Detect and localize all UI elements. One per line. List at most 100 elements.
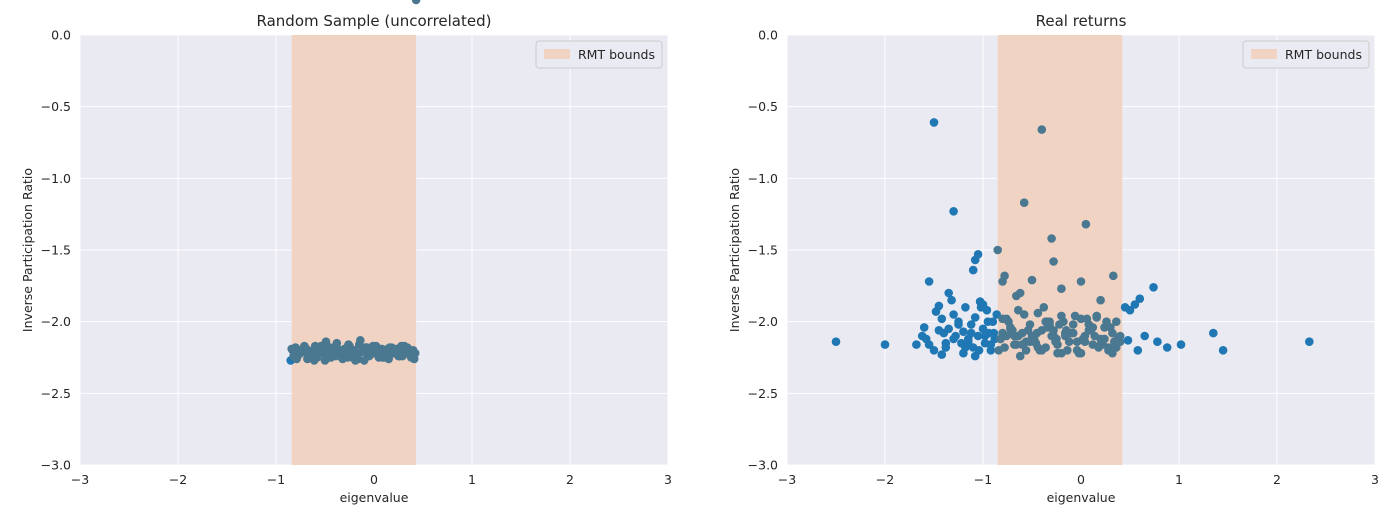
y-tick-label: −1.5	[748, 243, 778, 258]
scatter-point	[941, 343, 951, 352]
scatter-point	[1081, 219, 1091, 229]
scatter-point	[346, 344, 355, 354]
chart-title: Real returns	[1036, 12, 1127, 30]
scatter-point	[944, 288, 953, 298]
x-tick-label: −3	[778, 472, 796, 487]
right-scatter-plot: −3 −2 −1 0 1 2 3 0.0 −0.5 −1.0 −1.5 −2.0 −2.5 −3.0 R…	[727, 12, 1379, 505]
scatter-point	[1055, 320, 1064, 329]
x-tick-labels: −3 −2 −1 0 1 2 3	[778, 472, 1379, 487]
x-tick-label: −2	[876, 472, 894, 487]
scatter-point	[1076, 277, 1086, 286]
scatter-point	[1002, 314, 1011, 324]
scatter-point	[1006, 323, 1015, 332]
legend: RMT bounds	[535, 40, 663, 69]
scatter-point	[382, 347, 392, 357]
y-tick-label: −1.0	[41, 171, 71, 186]
scatter-point	[961, 303, 970, 312]
left-scatter-plot: −3 −2 −1 0 1 2 3 0.0 −0.5 −1.0 −1.5 −2.0 −2.5 −3.0 R…	[20, 0, 672, 505]
scatter-point	[1057, 284, 1066, 294]
scatter-point	[949, 207, 958, 216]
scatter-point	[919, 323, 929, 332]
scatter-point	[1149, 283, 1158, 292]
scatter-point	[989, 328, 999, 338]
scatter-point	[944, 324, 953, 334]
scatter-point	[1042, 317, 1051, 327]
scatter-point	[1027, 275, 1037, 285]
y-axis-label: Inverse Participation Ratio	[20, 168, 35, 332]
scatter-point	[966, 328, 976, 338]
y-tick-label: 0.0	[758, 28, 778, 43]
scatter-point	[1112, 317, 1121, 327]
scatter-point	[1052, 334, 1061, 344]
x-tick-label: −2	[169, 472, 187, 487]
y-tick-labels: 0.0 −0.5 −1.0 −1.5 −2.0 −2.5 −3.0	[41, 28, 71, 473]
scatter-point	[929, 346, 939, 355]
scatter-point	[1135, 294, 1145, 304]
scatter-point	[1123, 336, 1133, 345]
scatter-point	[966, 320, 976, 329]
scatter-point	[970, 351, 980, 361]
x-tick-label: 0	[370, 472, 378, 487]
y-axis-label: Inverse Participation Ratio	[727, 168, 742, 332]
scatter-point	[931, 307, 941, 316]
scatter-point	[998, 328, 1007, 338]
scatter-point	[961, 343, 970, 352]
scatter-point	[929, 118, 939, 127]
scatter-point	[1140, 331, 1149, 341]
rmt-band	[997, 35, 1123, 465]
scatter-point	[287, 344, 297, 354]
y-tick-label: −1.5	[41, 243, 71, 258]
scatter-point	[949, 310, 958, 319]
scatter-point	[1305, 337, 1314, 347]
scatter-point	[992, 310, 1001, 319]
y-tick-label: −2.0	[41, 314, 71, 329]
scatter-point	[1019, 310, 1029, 319]
scatter-point	[1109, 271, 1118, 281]
scatter-point	[1023, 326, 1033, 335]
scatter-point	[411, 0, 421, 5]
scatter-point	[1070, 311, 1080, 321]
scatter-point	[1037, 346, 1047, 355]
scatter-point	[1014, 331, 1023, 341]
x-tick-label: 0	[1077, 472, 1085, 487]
x-tick-label: −1	[267, 472, 285, 487]
chart-title: Random Sample (uncorrelated)	[257, 12, 492, 30]
y-tick-label: −3.0	[41, 458, 71, 473]
scatter-point	[978, 324, 988, 334]
scatter-point	[1102, 317, 1111, 327]
scatter-point	[304, 350, 313, 359]
scatter-point	[402, 346, 411, 355]
scatter-point	[1037, 125, 1047, 134]
y-tick-label: −0.5	[41, 99, 71, 114]
scatter-point	[1176, 340, 1186, 349]
scatter-point	[1209, 328, 1218, 338]
scatter-point	[1019, 198, 1029, 207]
scatter-point	[392, 344, 401, 354]
scatter-point	[983, 317, 993, 327]
legend-box	[535, 40, 663, 69]
scatter-point	[924, 277, 934, 286]
scatter-point	[998, 277, 1007, 286]
data-points	[831, 118, 1314, 361]
y-tick-label: −2.5	[41, 386, 71, 401]
y-tick-label: −0.5	[748, 99, 778, 114]
x-tick-label: 1	[1175, 472, 1183, 487]
legend-box	[1242, 40, 1370, 69]
scatter-point	[297, 346, 306, 355]
scatter-point	[1012, 340, 1021, 349]
scatter-point	[978, 300, 988, 309]
scatter-point	[1218, 346, 1228, 355]
scatter-point	[1133, 346, 1143, 355]
scatter-point	[1092, 311, 1101, 321]
scatter-point	[1096, 340, 1105, 349]
scatter-point	[1072, 337, 1082, 347]
x-tick-label: 2	[1273, 472, 1281, 487]
y-tick-label: −2.5	[748, 386, 778, 401]
scatter-point	[326, 353, 336, 362]
scatter-point	[356, 336, 365, 345]
scatter-point	[973, 331, 983, 341]
x-tick-label: 3	[664, 472, 672, 487]
scatter-point	[1130, 300, 1140, 309]
scatter-point	[1049, 257, 1058, 266]
